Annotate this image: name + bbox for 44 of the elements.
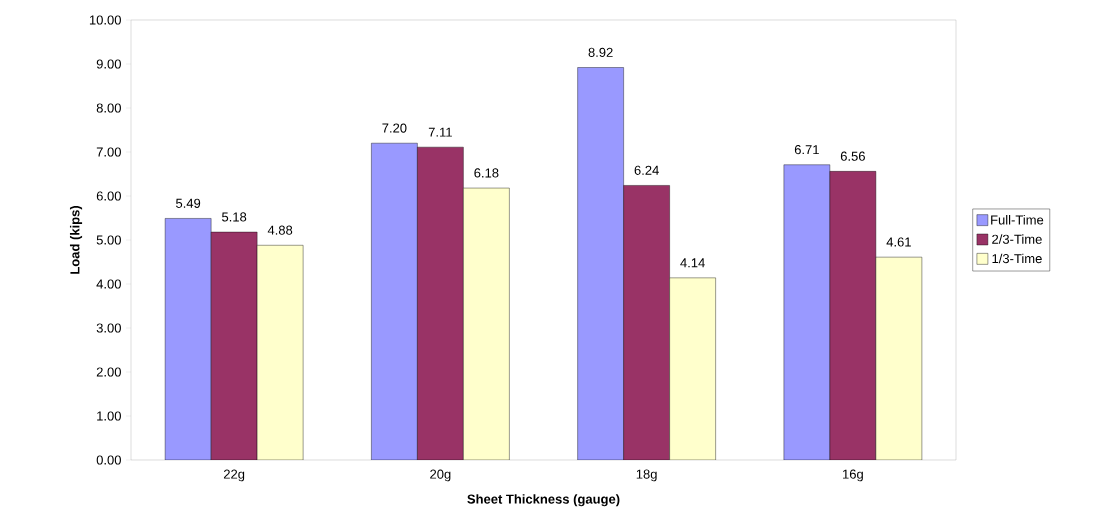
- bar: [623, 185, 670, 461]
- data-label: 6.71: [794, 145, 819, 155]
- data-label: 6.24: [634, 165, 659, 176]
- data-label: 4.88: [267, 225, 293, 235]
- x-tick-label: 16g: [843, 469, 863, 482]
- bar: [783, 164, 831, 461]
- y-axis-title: Load (kips): [69, 206, 83, 274]
- data-label: 5.49: [176, 198, 201, 209]
- data-label: 7.20: [382, 123, 407, 133]
- legend-label: 2/3-Time: [992, 234, 1042, 245]
- y-tick-label: 7.00: [96, 147, 121, 157]
- data-label: 5.18: [222, 212, 247, 222]
- x-axis-title: Sheet Thickness (gauge): [467, 494, 620, 507]
- y-tick-label: 4.00: [96, 279, 121, 289]
- bar: [371, 143, 418, 461]
- y-tick-label: 6.00: [96, 191, 121, 201]
- bar: [211, 232, 258, 461]
- data-label: 4.61: [886, 237, 911, 247]
- y-tick-label: 8.00: [96, 103, 121, 113]
- y-tick-label: 5.00: [96, 235, 121, 245]
- y-tick-label: 10.00: [89, 15, 121, 25]
- data-label: 8.92: [588, 47, 613, 58]
- data-label: 6.56: [840, 151, 865, 161]
- bar: [463, 188, 510, 461]
- bar: [577, 67, 624, 461]
- y-tick-label: 2.00: [96, 367, 121, 377]
- legend-label: 1/3-Time: [992, 253, 1042, 264]
- y-tick-label: 3.00: [96, 323, 121, 333]
- x-tick-label: 18g: [636, 469, 657, 482]
- bar: [417, 147, 464, 461]
- bar: [669, 277, 716, 461]
- bar: [257, 245, 304, 461]
- data-label: 7.11: [428, 127, 452, 137]
- bar: [165, 218, 212, 461]
- x-tick-label: 22g: [223, 469, 245, 482]
- x-tick-label: 20g: [430, 469, 451, 482]
- data-label: 4.14: [680, 258, 705, 268]
- y-tick-label: 9.00: [96, 59, 121, 69]
- bar: [829, 171, 877, 461]
- y-tick-label: 1.00: [97, 411, 121, 421]
- y-tick-label: 0.00: [96, 455, 121, 465]
- legend-label: Full-Time: [991, 215, 1044, 225]
- data-label: 6.18: [474, 168, 499, 178]
- bar: [875, 257, 923, 461]
